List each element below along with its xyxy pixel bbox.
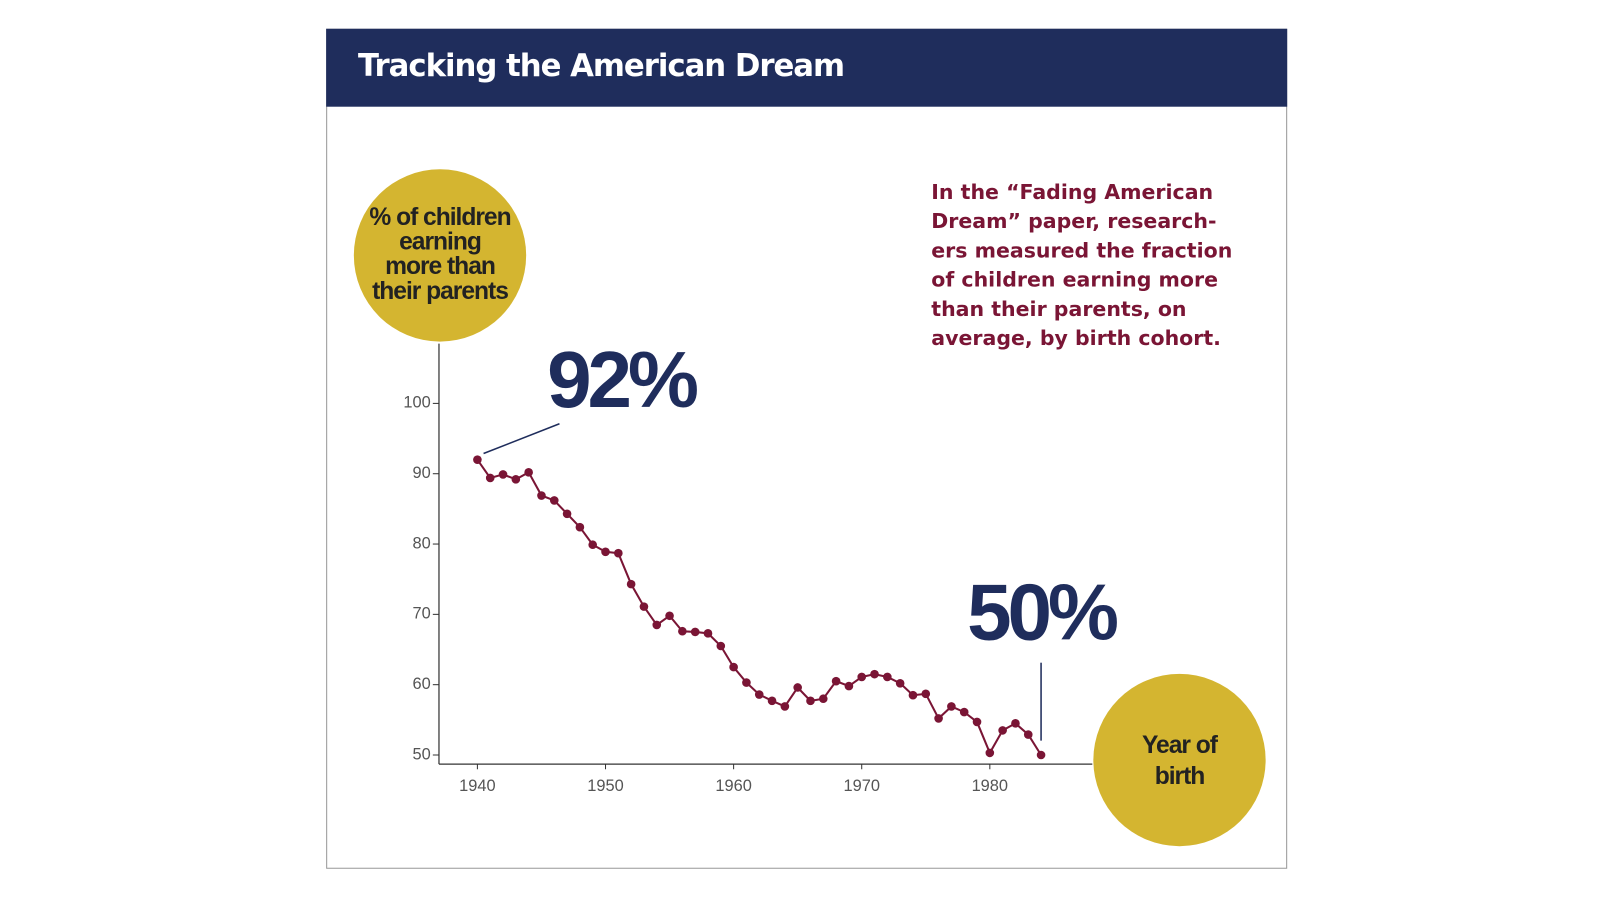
x-tick-label: 1980 [972,777,1009,795]
note: of children earning more [931,268,1218,292]
x-label-badge [1093,673,1266,847]
data-point [716,641,726,651]
data-point [806,696,815,706]
y-axis-label: more than [385,253,495,280]
y-tick-label: 60 [413,675,431,693]
x-tick-label: 1940 [459,777,496,795]
data-point [690,627,700,637]
x-axis-label: Year of [1142,732,1219,759]
data-point [742,678,751,687]
data-point [844,681,854,691]
data-point [870,669,879,679]
note: than their parents, on [931,297,1186,321]
data-point [780,702,790,711]
data-point [588,540,598,550]
x-tick-label: 1950 [587,777,624,795]
data-point [729,662,738,672]
y-tick-label: 50 [413,745,431,763]
y-tick-label: 90 [413,464,431,482]
note: ers measured the fraction [931,238,1232,262]
data-point [537,491,546,500]
data-point [511,475,521,484]
data-point [972,717,982,727]
data-point [639,602,649,611]
data-point [614,548,623,558]
y-axis-label: their parents [372,278,508,305]
x-tick-label: 1970 [843,777,880,795]
data-point [831,676,841,686]
y-label-badge [353,169,527,342]
callout: 92% [547,335,698,424]
data-point [626,579,636,589]
x-tick-label: 1960 [715,777,752,795]
data-point [883,672,892,682]
data-point [601,547,610,557]
y-tick-label: 80 [413,534,431,552]
data-point [678,626,687,636]
data-point [985,748,995,758]
data-point [665,611,674,621]
data-point [485,473,495,483]
note: In the “Fading American [931,180,1213,204]
note: average, by birth cohort. [931,326,1221,350]
callout: 50% [967,568,1118,657]
chart-title: Tracking the American Dream [358,48,844,84]
callout-line [483,423,560,455]
data-point [947,702,956,711]
data-point [524,468,533,477]
data-point [857,672,867,682]
data-point [908,690,918,700]
data-point [754,690,764,699]
note: Dream” paper, research- [931,209,1216,233]
data-point [473,455,482,464]
data-point [652,620,662,630]
data-point [549,496,559,505]
data-point [793,683,802,692]
x-axis-label: birth [1155,763,1205,790]
data-point [1036,750,1046,760]
title-bar [326,28,1288,107]
data-point [498,470,508,479]
data-point [767,696,777,706]
data-point [895,678,905,688]
data-point [934,714,943,723]
y-tick-label: 100 [403,394,430,412]
data-point [562,509,572,519]
y-tick-label: 70 [413,605,431,623]
data-point [998,726,1007,735]
data-point [575,522,585,532]
data-point [959,707,969,717]
y-axis-label: % of children [369,204,510,231]
data-point [1023,730,1033,739]
data-point [921,689,931,699]
data-point [818,694,828,704]
y-axis-label: earning [399,229,481,256]
data-point [703,629,713,638]
data-point [1011,719,1020,728]
